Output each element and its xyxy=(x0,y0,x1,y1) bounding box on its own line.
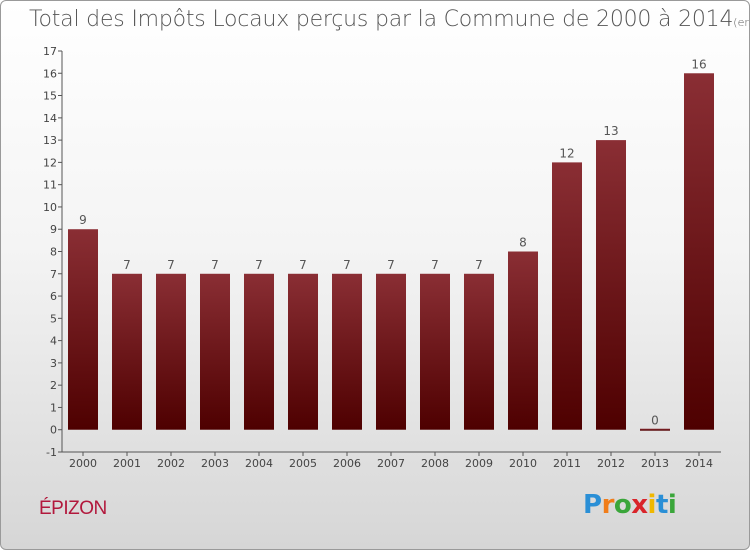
logo-letter: i xyxy=(667,490,677,520)
data-label: 12 xyxy=(559,146,574,160)
x-tick-label: 2000 xyxy=(69,457,97,470)
x-tick-label: 2003 xyxy=(201,457,229,470)
data-label: 7 xyxy=(123,258,131,272)
y-tick-label: 15 xyxy=(43,90,57,103)
y-tick-label: 2 xyxy=(50,379,57,392)
bar xyxy=(156,273,186,430)
bar xyxy=(332,273,362,430)
bar xyxy=(200,273,230,430)
data-label: 0 xyxy=(651,414,659,428)
y-tick-label: 0 xyxy=(50,424,57,437)
x-tick-label: 2010 xyxy=(509,457,537,470)
bar xyxy=(112,273,142,430)
bar xyxy=(244,273,274,430)
bar xyxy=(684,73,714,430)
y-tick-label: 4 xyxy=(50,335,57,348)
data-label: 7 xyxy=(387,258,395,272)
y-tick-label: 10 xyxy=(43,201,57,214)
x-tick-label: 2011 xyxy=(553,457,581,470)
logo-letter: i xyxy=(647,490,657,520)
bar xyxy=(68,229,98,430)
commune-name: ÉPIZON xyxy=(39,498,107,519)
x-tick-label: 2013 xyxy=(641,457,669,470)
y-tick-label: 16 xyxy=(43,67,57,80)
bar xyxy=(288,273,318,430)
x-tick-label: 2009 xyxy=(465,457,493,470)
logo-letter: P xyxy=(583,490,602,520)
x-tick-label: 2004 xyxy=(245,457,273,470)
data-label: 13 xyxy=(603,124,618,138)
x-tick-label: 2014 xyxy=(685,457,713,470)
chart-title-main: Total des Impôts Locaux perçus par la Co… xyxy=(29,7,734,32)
x-tick-label: 2008 xyxy=(421,457,449,470)
logo-letter: t xyxy=(655,490,668,520)
chart-title-unit: (en milliers d'€) xyxy=(733,16,750,29)
data-label: 7 xyxy=(299,258,307,272)
y-tick-label: 12 xyxy=(43,156,57,169)
data-label: 7 xyxy=(431,258,439,272)
y-tick-label: 5 xyxy=(50,312,57,325)
data-label: 7 xyxy=(167,258,175,272)
y-tick-label: 11 xyxy=(43,179,57,192)
x-tick-label: 2012 xyxy=(597,457,625,470)
proxiti-logo: Proxiti xyxy=(583,490,677,520)
y-tick-label: 3 xyxy=(50,357,57,370)
x-tick-label: 2001 xyxy=(113,457,141,470)
y-tick-label: 14 xyxy=(43,112,57,125)
y-tick-label: 8 xyxy=(50,246,57,259)
chart-title: Total des Impôts Locaux perçus par la Co… xyxy=(29,7,750,32)
x-tick-label: 2007 xyxy=(377,457,405,470)
bar xyxy=(596,140,626,430)
bar xyxy=(640,428,670,431)
y-tick-label: 17 xyxy=(43,45,57,58)
x-tick-label: 2005 xyxy=(289,457,317,470)
y-tick-label: 9 xyxy=(50,223,57,236)
y-tick-label: 13 xyxy=(43,134,57,147)
y-tick-label: -1 xyxy=(46,446,57,459)
bar xyxy=(420,273,450,430)
bar xyxy=(376,273,406,430)
data-label: 7 xyxy=(255,258,263,272)
data-label: 7 xyxy=(211,258,219,272)
data-label: 16 xyxy=(691,57,706,71)
bar xyxy=(552,162,582,430)
data-label: 8 xyxy=(519,236,527,250)
data-label: 9 xyxy=(79,213,87,227)
bar xyxy=(464,273,494,430)
y-tick-label: 7 xyxy=(50,268,57,281)
y-tick-label: 1 xyxy=(50,401,57,414)
y-tick-label: 6 xyxy=(50,290,57,303)
bar xyxy=(508,251,538,430)
data-label: 7 xyxy=(475,258,483,272)
logo-letter: x xyxy=(631,490,648,520)
logo-letter: o xyxy=(613,490,632,520)
x-tick-label: 2006 xyxy=(333,457,361,470)
data-label: 7 xyxy=(343,258,351,272)
logo-letter: r xyxy=(601,490,615,520)
x-tick-label: 2002 xyxy=(157,457,185,470)
